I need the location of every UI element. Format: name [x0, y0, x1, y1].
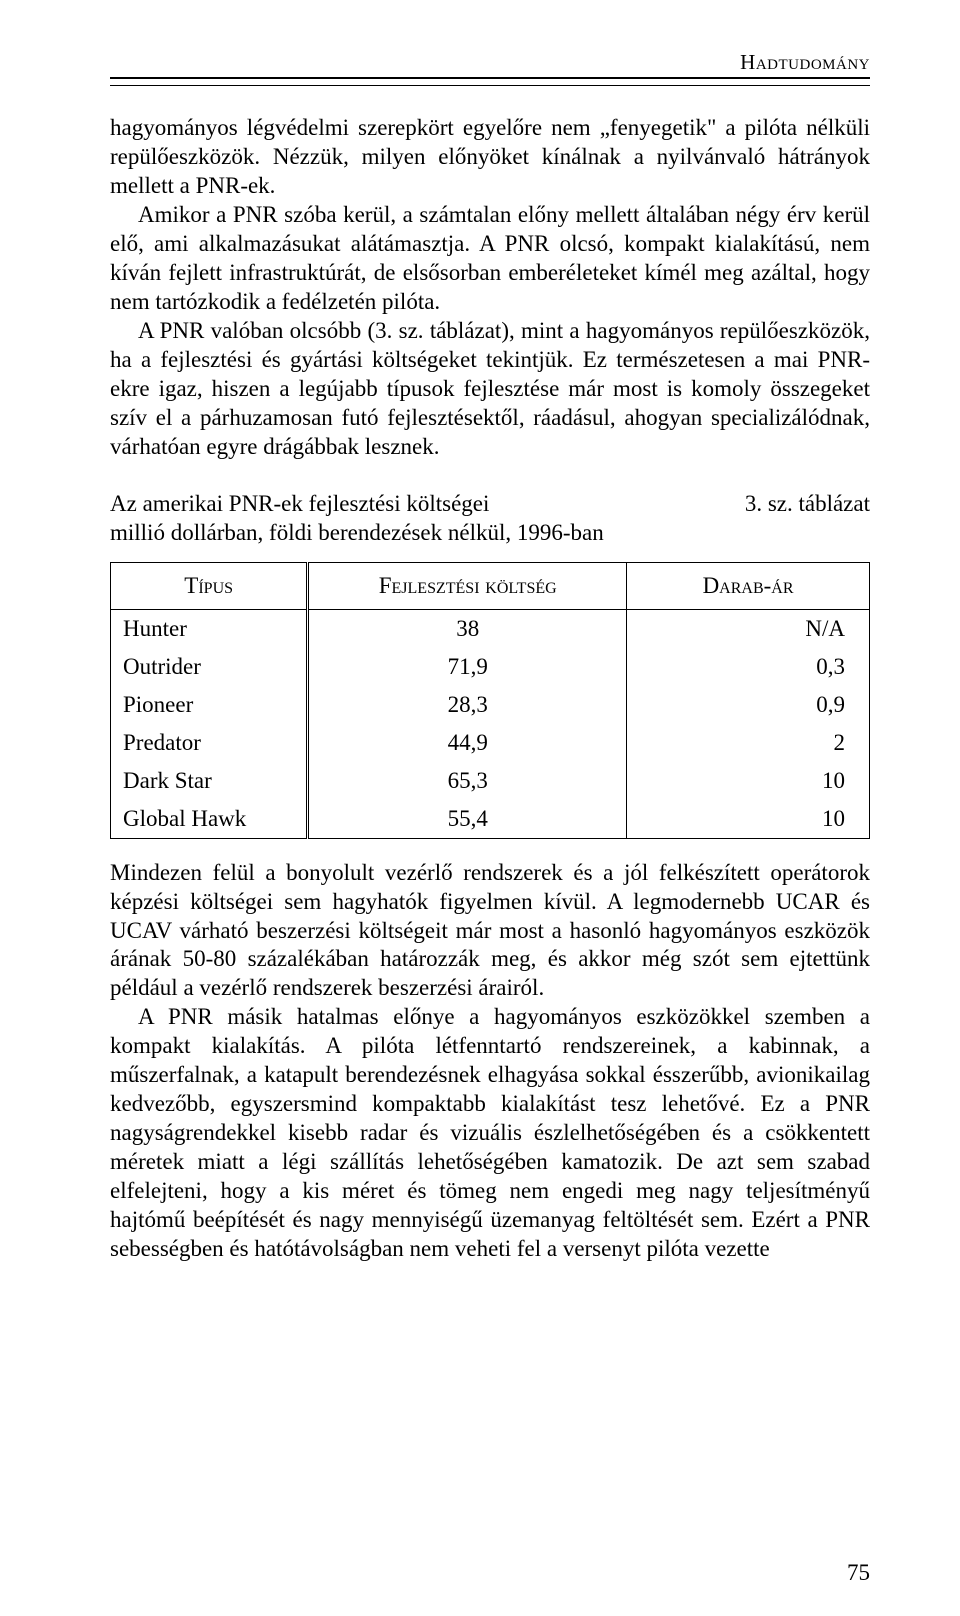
- running-head: Hadtudomány: [110, 50, 870, 79]
- table-cell: 71,9: [308, 648, 627, 686]
- table-cell: Outrider: [111, 648, 308, 686]
- page: Hadtudomány hagyományos légvédelmi szere…: [0, 0, 960, 1616]
- table-cell: Dark Star: [111, 762, 308, 800]
- page-number: 75: [847, 1560, 870, 1586]
- table-cell: 10: [627, 800, 870, 839]
- table-header-row: Típus Fejlesztési költség Darab-ár: [111, 562, 870, 609]
- table-caption-number: 3. sz. táblázat: [745, 490, 870, 519]
- paragraph: hagyományos légvédelmi szerepkört egyelő…: [110, 114, 870, 201]
- table-row: Global Hawk 55,4 10: [111, 800, 870, 839]
- spacer: [110, 462, 870, 486]
- table-cell: Global Hawk: [111, 800, 308, 839]
- table-cell: 28,3: [308, 686, 627, 724]
- table-row: Outrider 71,9 0,3: [111, 648, 870, 686]
- paragraph: Amikor a PNR szóba kerül, a számtalan el…: [110, 201, 870, 317]
- table-row: Pioneer 28,3 0,9: [111, 686, 870, 724]
- table-row: Hunter 38 N/A: [111, 609, 870, 648]
- table-cell: 38: [308, 609, 627, 648]
- paragraph: Mindezen felül a bonyolult vezérlő rends…: [110, 859, 870, 1004]
- table-caption-row: Az amerikai PNR-ek fejlesztési költségei…: [110, 490, 870, 519]
- table-cell: 2: [627, 724, 870, 762]
- table-row: Predator 44,9 2: [111, 724, 870, 762]
- table-cell: Predator: [111, 724, 308, 762]
- table-cell: 65,3: [308, 762, 627, 800]
- table-cell: 10: [627, 762, 870, 800]
- table-caption-title: Az amerikai PNR-ek fejlesztési költségei: [110, 490, 489, 519]
- table-cell: N/A: [627, 609, 870, 648]
- table-cell: 44,9: [308, 724, 627, 762]
- table-cell: 0,9: [627, 686, 870, 724]
- cost-table: Típus Fejlesztési költség Darab-ár Hunte…: [110, 562, 870, 839]
- table-header-cell: Típus: [111, 562, 308, 609]
- table-header-cell: Darab-ár: [627, 562, 870, 609]
- paragraph: A PNR másik hatalmas előnye a hagyományo…: [110, 1003, 870, 1264]
- table-caption-subtitle: millió dollárban, földi berendezések nél…: [110, 519, 870, 548]
- paragraph: A PNR valóban olcsóbb (3. sz. táblázat),…: [110, 317, 870, 462]
- table-cell: Pioneer: [111, 686, 308, 724]
- running-head-rule-2: [110, 85, 870, 86]
- table-row: Dark Star 65,3 10: [111, 762, 870, 800]
- table-cell: 55,4: [308, 800, 627, 839]
- table-header-cell: Fejlesztési költség: [308, 562, 627, 609]
- table-cell: Hunter: [111, 609, 308, 648]
- table-cell: 0,3: [627, 648, 870, 686]
